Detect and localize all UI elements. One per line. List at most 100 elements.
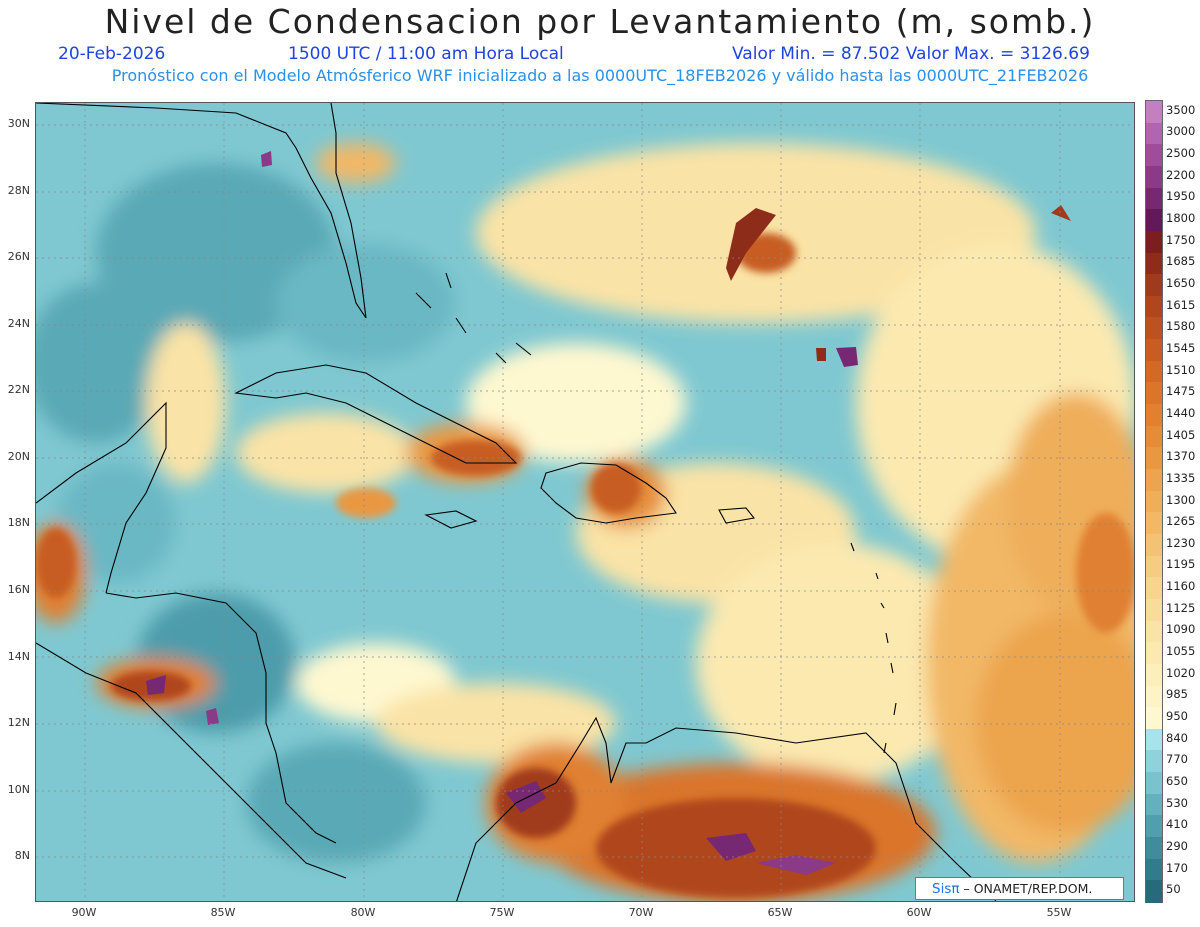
colorbar-label: 1055 — [1166, 644, 1196, 659]
lon-label: 90W — [71, 906, 97, 919]
colorbar-label: 1300 — [1166, 492, 1196, 507]
colorbar-label: 1230 — [1166, 535, 1196, 550]
colorbar-label: 1160 — [1166, 579, 1196, 594]
colorbar-label: 170 — [1166, 860, 1188, 875]
colorbar-segment — [1146, 533, 1162, 557]
colorbar-segment — [1146, 577, 1162, 600]
colorbar-label: 1580 — [1166, 319, 1196, 334]
colorbar-segment — [1146, 512, 1162, 535]
colorbar-label: 3000 — [1166, 124, 1196, 139]
lat-label: 30N — [7, 117, 30, 130]
lat-label: 28N — [7, 184, 30, 197]
colorbar-label: 1335 — [1166, 470, 1196, 485]
lon-label: 75W — [489, 906, 515, 919]
colorbar-label: 410 — [1166, 817, 1188, 832]
south-america-coast — [456, 716, 997, 901]
colorbar-label: 650 — [1166, 773, 1188, 788]
lon-label: 70W — [628, 906, 654, 919]
lat-label: 24N — [7, 317, 30, 330]
lat-label: 8N — [14, 849, 30, 862]
central-america-caribbean-coast — [105, 592, 337, 844]
yucatan-coast — [36, 401, 167, 594]
colorbar-label: 840 — [1166, 730, 1188, 745]
coastlines — [36, 103, 997, 901]
lat-label: 18N — [7, 516, 30, 529]
lon-label: 65W — [767, 906, 793, 919]
colorbar-segment — [1146, 880, 1162, 903]
colorbar — [1145, 100, 1163, 903]
model-info: Pronóstico con el Modelo Atmósferico WRF… — [111, 66, 1089, 85]
colorbar-segment — [1146, 837, 1162, 860]
colorbar-segment — [1146, 707, 1162, 730]
colorbar-label: 1510 — [1166, 362, 1196, 377]
colorbar-segment — [1146, 404, 1162, 427]
colorbar-label: 1265 — [1166, 514, 1196, 529]
colorbar-label: 1440 — [1166, 405, 1196, 420]
colorbar-segment — [1146, 598, 1162, 622]
colorbar-label: 1370 — [1166, 449, 1196, 464]
colorbar-label: 530 — [1166, 795, 1188, 810]
credit-box: Sisπ – ONAMET/REP.DOM. — [915, 877, 1124, 900]
jamaica-coast — [424, 510, 478, 529]
colorbar-segment — [1146, 663, 1162, 687]
lat-label: 22N — [7, 383, 30, 396]
colorbar-segment — [1146, 144, 1162, 167]
lat-label: 10N — [7, 783, 30, 796]
lon-label: 60W — [906, 906, 932, 919]
hispaniola-coast — [540, 462, 677, 524]
bahamas-coast — [415, 272, 532, 364]
colorbar-segment — [1146, 447, 1162, 470]
colorbar-label: 985 — [1166, 687, 1188, 702]
condensation-map — [35, 102, 1135, 902]
colorbar-segment — [1146, 165, 1162, 189]
sispi-logo: Sisπ — [932, 881, 960, 897]
colorbar-segment — [1146, 750, 1162, 773]
lat-label: 12N — [7, 716, 30, 729]
colorbar-segment — [1146, 555, 1162, 578]
lesser-antilles-coast — [850, 542, 897, 754]
colorbar-segment — [1146, 469, 1162, 492]
colorbar-segment — [1146, 339, 1162, 362]
colorbar-label: 1685 — [1166, 254, 1196, 269]
central-america-pacific-coast — [36, 642, 347, 879]
map-title: Nivel de Condensacion por Levantamiento … — [104, 2, 1096, 41]
lat-label: 16N — [7, 583, 30, 596]
colorbar-label: 290 — [1166, 838, 1188, 853]
colorbar-segment — [1146, 642, 1162, 665]
colorbar-label: 1650 — [1166, 276, 1196, 290]
colorbar-label: 1090 — [1166, 622, 1196, 637]
colorbar-segment — [1146, 620, 1162, 643]
colorbar-segment — [1146, 382, 1162, 405]
credit-text: – ONAMET/REP.DOM. — [963, 881, 1093, 896]
colorbar-label: 1195 — [1166, 557, 1196, 572]
florida-coast — [36, 103, 367, 319]
forecast-date: 20-Feb-2026 — [58, 44, 166, 64]
lat-label: 14N — [7, 650, 30, 663]
colorbar-segment — [1146, 122, 1162, 145]
graticule — [36, 103, 1134, 901]
colorbar-segment — [1146, 209, 1162, 232]
colorbar-segment — [1146, 252, 1162, 275]
lat-label: 20N — [7, 450, 30, 463]
colorbar-label: 1475 — [1166, 384, 1196, 399]
colorbar-segment — [1146, 685, 1162, 708]
colorbar-segment — [1146, 490, 1162, 513]
colorbar-label: 2500 — [1166, 146, 1196, 161]
colorbar-label: 1750 — [1166, 232, 1196, 247]
value-range: Valor Min. = 87.502 Valor Max. = 3126.69 — [732, 44, 1090, 64]
colorbar-segment — [1146, 425, 1162, 448]
lat-label: 26N — [7, 250, 30, 263]
puerto-rico-coast — [718, 507, 756, 524]
colorbar-segment — [1146, 793, 1162, 816]
lon-label: 80W — [350, 906, 376, 919]
lon-label: 85W — [210, 906, 236, 919]
colorbar-segment — [1146, 772, 1162, 795]
forecast-time: 1500 UTC / 11:00 am Hora Local — [288, 44, 564, 64]
colorbar-label: 1020 — [1166, 665, 1196, 680]
colorbar-segment — [1146, 728, 1162, 752]
colorbar-label: 1405 — [1166, 427, 1196, 442]
colorbar-label: 1615 — [1166, 297, 1196, 312]
colorbar-segment — [1146, 858, 1162, 881]
colorbar-label: 770 — [1166, 752, 1188, 767]
colorbar-label: 1545 — [1166, 340, 1196, 355]
